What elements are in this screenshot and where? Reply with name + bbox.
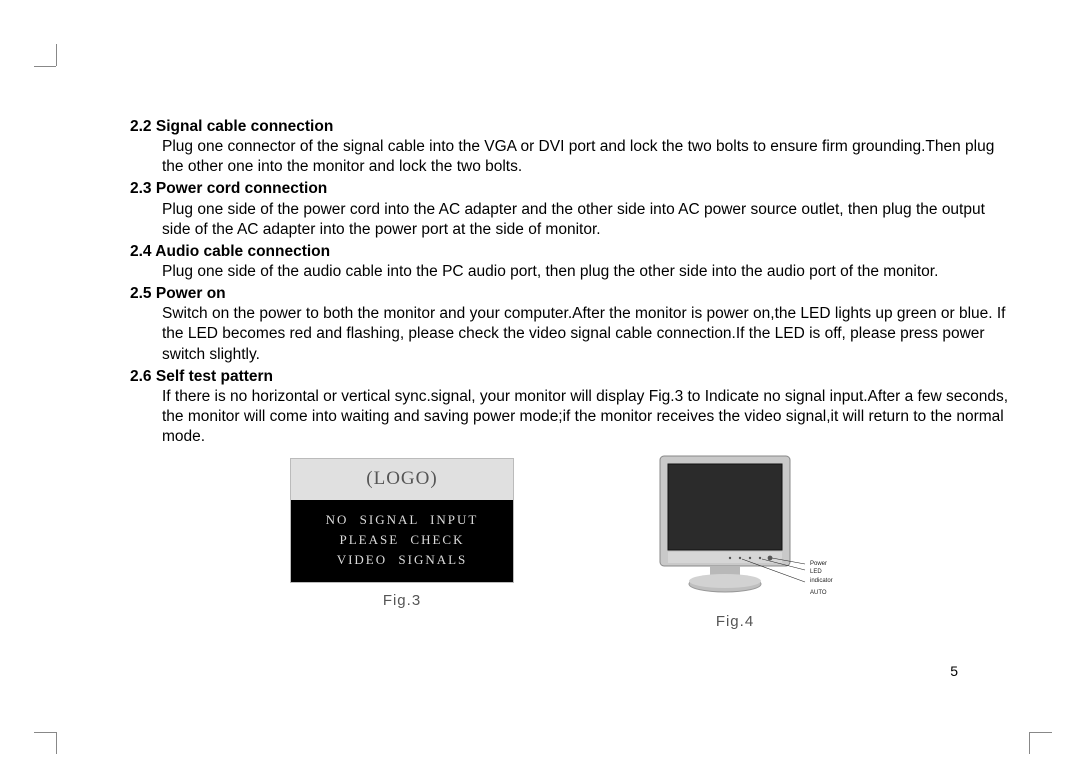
fig4-caption: Fig.4 [650, 612, 820, 632]
section-title: Audio cable connection [155, 243, 330, 260]
fig3-logo: (LOGO) [291, 459, 513, 500]
section-number: 2.6 [130, 368, 152, 385]
fig4-labels: Power LED indicator AUTO [810, 560, 833, 598]
section-title: Self test pattern [156, 368, 273, 385]
content-area: 2.2 Signal cable connection Plug one con… [130, 115, 1010, 448]
section-title: Power on [156, 285, 226, 302]
monitor-icon [650, 450, 820, 610]
section-title: Signal cable connection [156, 118, 333, 135]
label-power: Power [810, 560, 833, 568]
section-title: Power cord connection [156, 180, 327, 197]
section-body: Plug one side of the audio cable into th… [130, 262, 1010, 282]
fig3-box: (LOGO) NO SIGNAL INPUT PLEASE CHECK VIDE… [290, 458, 514, 583]
section-heading: 2.6 Self test pattern [130, 367, 1010, 387]
section-heading: 2.2 Signal cable connection [130, 117, 1010, 137]
section-body: Switch on the power to both the monitor … [130, 304, 1010, 364]
section-heading: 2.3 Power cord connection [130, 179, 1010, 199]
fig3-caption: Fig.3 [290, 591, 514, 611]
section-heading: 2.4 Audio cable connection [130, 242, 1010, 262]
section-body: If there is no horizontal or vertical sy… [130, 387, 1010, 447]
section-number: 2.2 [130, 118, 152, 135]
section-body: Plug one connector of the signal cable i… [130, 137, 1010, 177]
section-23: 2.3 Power cord connection Plug one side … [130, 179, 1010, 239]
label-auto: AUTO [810, 589, 833, 597]
fig3-line1: NO SIGNAL INPUT [291, 510, 513, 530]
fig3-message: NO SIGNAL INPUT PLEASE CHECK VIDEO SIGNA… [291, 500, 513, 582]
label-led: LED indicator [810, 568, 833, 585]
fig3-line3: VIDEO SIGNALS [291, 550, 513, 570]
section-number: 2.5 [130, 285, 152, 302]
section-22: 2.2 Signal cable connection Plug one con… [130, 117, 1010, 177]
fig3-line2: PLEASE CHECK [291, 530, 513, 550]
figure-4: Power LED indicator AUTO Fig.4 [650, 450, 820, 632]
section-24: 2.4 Audio cable connection Plug one side… [130, 242, 1010, 282]
section-number: 2.3 [130, 180, 152, 197]
section-number: 2.4 [130, 243, 152, 260]
figure-3: (LOGO) NO SIGNAL INPUT PLEASE CHECK VIDE… [290, 458, 514, 611]
section-26: 2.6 Self test pattern If there is no hor… [130, 367, 1010, 448]
page-number: 5 [950, 662, 958, 680]
section-body: Plug one side of the power cord into the… [130, 200, 1010, 240]
section-heading: 2.5 Power on [130, 284, 1010, 304]
section-25: 2.5 Power on Switch on the power to both… [130, 284, 1010, 365]
